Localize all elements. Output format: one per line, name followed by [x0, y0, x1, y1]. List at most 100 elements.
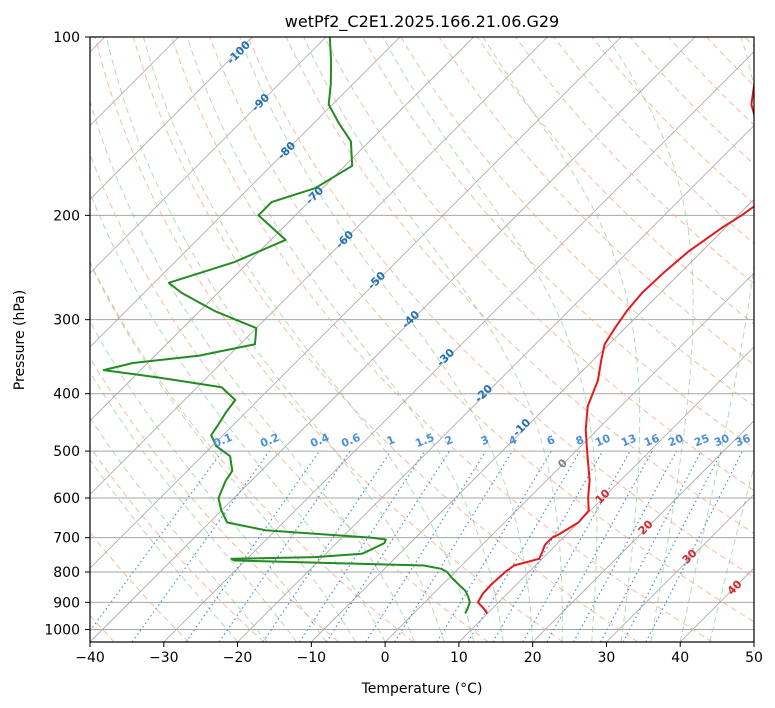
x-tick-label: 30 [598, 650, 616, 666]
mixing-ratio-line [436, 450, 552, 642]
isotherm-label: -30 [434, 346, 457, 369]
x-axis-label: Temperature (°C) [361, 681, 483, 697]
x-tick-label: −40 [75, 650, 105, 666]
mixing-ratio-label: 0.6 [339, 431, 362, 450]
mixing-ratio-line [645, 450, 744, 642]
moist-adiabat-line [105, 37, 445, 642]
isotherm-line [90, 37, 696, 642]
isotherm-label: -20 [472, 382, 495, 405]
mixing-ratio-line [573, 450, 677, 642]
isotherm-label: 0 [555, 456, 570, 471]
mixing-ratio-label: 8 [574, 433, 586, 448]
mixing-ratio-line [299, 450, 426, 642]
x-tick-label: −20 [223, 650, 253, 666]
moist-adiabat-line [382, 37, 598, 642]
dry-adiabat-line [171, 37, 713, 642]
isotherm-line [90, 37, 474, 422]
isotherm-line [384, 272, 754, 642]
dry-adiabat-line [323, 37, 754, 491]
isotherm-line [90, 37, 401, 348]
moist-adiabat-line [90, 99, 416, 642]
mixing-ratio-label: 1.5 [413, 431, 436, 450]
moist-adiabat-line [90, 320, 327, 642]
isotherm-label: 20 [636, 517, 656, 537]
dry-adiabat-line [285, 37, 754, 535]
x-tick-label: 0 [381, 650, 390, 666]
moist-adiabat-line [186, 37, 504, 642]
moist-adiabat-line [142, 37, 475, 642]
dry-adiabat-line [706, 37, 754, 87]
mixing-ratio-label: 0.4 [308, 431, 331, 450]
moist-adiabat-line [239, 37, 534, 642]
y-tick-label: 1000 [44, 622, 80, 638]
mixing-ratio-label: 30 [712, 432, 731, 450]
moist-adiabat-line [90, 191, 386, 642]
isotherm-label: -100 [224, 38, 253, 67]
mixing-ratio-label: 20 [666, 432, 685, 450]
dry-adiabat-line [94, 37, 564, 642]
moist-adiabat-line [679, 37, 754, 642]
mixing-ratio-label: 6 [545, 433, 557, 448]
dry-adiabat-line [476, 37, 754, 325]
mixing-ratio-label: 0.2 [258, 431, 281, 450]
dry-adiabat-line [591, 37, 754, 205]
moist-adiabat-line [709, 465, 754, 642]
mixing-ratio-label: 25 [692, 432, 711, 450]
isotherm-line [606, 493, 754, 642]
mixing-ratio-line [185, 450, 320, 642]
dewpoint-line [102, 37, 471, 614]
mixing-ratio-line [394, 450, 513, 642]
moist-adiabat-line [303, 37, 563, 642]
dry-adiabat-line [515, 37, 754, 285]
mixing-ratio-label: 0.1 [211, 431, 234, 450]
chart-title: wetPf2_C2E1.2025.166.21.06.G29 [285, 12, 559, 32]
y-tick-label: 800 [53, 565, 80, 581]
dry-adiabat-line [90, 446, 265, 642]
x-tick-label: 20 [524, 650, 542, 666]
y-tick-label: 900 [53, 595, 80, 611]
y-axis-label: Pressure (hPa) [12, 290, 28, 390]
dry-adiabat-line [90, 152, 489, 642]
dry-adiabat-line [438, 37, 754, 366]
x-tick-label: −10 [297, 650, 327, 666]
mixing-ratio-label: 13 [619, 432, 638, 450]
dry-adiabat-line [744, 37, 754, 47]
moist-adiabat-line [90, 371, 297, 642]
mixing-ratio-label: 16 [642, 432, 661, 450]
x-tick-label: −30 [149, 650, 179, 666]
background-lines [90, 37, 754, 642]
mixing-ratio-line [546, 450, 653, 642]
axis-ticks: −40 −30 −20 −10 0 10 20 30 40 5010020030040050060… [44, 30, 763, 666]
mixing-ratio-line [218, 450, 351, 642]
dry-adiabat-line [667, 37, 754, 126]
isotherm-label: -50 [365, 269, 388, 292]
y-tick-label: 500 [53, 444, 80, 460]
moist-adiabat-line [482, 37, 641, 642]
mixing-ratio-line [262, 450, 392, 642]
dry-adiabat-line [629, 37, 754, 165]
mixing-ratio-label: 3 [479, 433, 491, 448]
temperature-line [476, 80, 754, 615]
dry-adiabat-line [90, 260, 414, 642]
mixing-ratio-line [325, 450, 450, 642]
isotherm-line [90, 37, 253, 200]
x-tick-label: 40 [671, 650, 689, 666]
moist-adiabat-line [90, 416, 268, 642]
profile-lines [102, 37, 754, 615]
isotherm-line [90, 37, 548, 496]
dry-adiabat-line [247, 37, 754, 578]
dry-adiabat-line [209, 37, 754, 623]
y-tick-label: 100 [53, 30, 80, 46]
y-tick-label: 700 [53, 531, 80, 547]
isotherm-line [237, 124, 754, 642]
moist-adiabat-line [90, 262, 357, 642]
dry-adiabat-line [90, 531, 190, 642]
y-tick-label: 300 [53, 313, 80, 329]
isotherm-line [458, 346, 754, 642]
isotherm-label: -40 [399, 308, 422, 331]
dry-adiabat-line [90, 356, 339, 642]
dry-adiabat-line [132, 37, 639, 642]
x-tick-label: 50 [745, 650, 763, 666]
mixing-ratio-label: 1 [385, 433, 397, 448]
